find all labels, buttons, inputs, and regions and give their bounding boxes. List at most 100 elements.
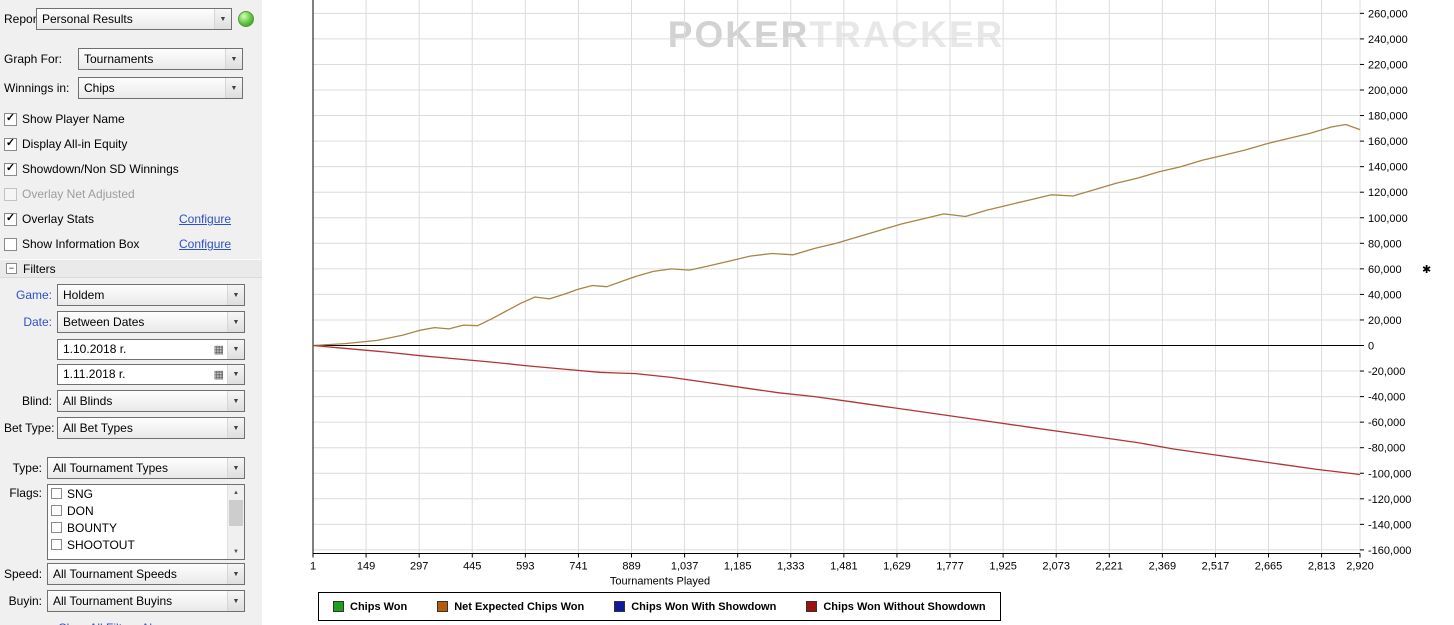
- configure-information-box-link[interactable]: Configure: [179, 237, 232, 251]
- checkbox-overlay-stats[interactable]: Overlay Stats Configure: [4, 210, 256, 228]
- checkbox[interactable]: [4, 162, 17, 176]
- chevron-down-icon[interactable]: ▼: [227, 364, 244, 384]
- speed-value: All Tournament Speeds: [53, 567, 177, 581]
- checkbox[interactable]: [4, 112, 17, 126]
- flag-option-sng[interactable]: SNG: [48, 485, 244, 502]
- collapse-icon[interactable]: −: [6, 263, 17, 274]
- date-from-row: 1.10.2018 r. ▦ ▼: [4, 338, 245, 360]
- svg-text:1,333: 1,333: [777, 561, 805, 573]
- configure-overlay-stats-link[interactable]: Configure: [179, 212, 232, 226]
- buyin-select[interactable]: All Tournament Buyins ▼: [47, 590, 245, 612]
- svg-text:1,629: 1,629: [883, 561, 911, 573]
- svg-text:260,000: 260,000: [1368, 8, 1408, 20]
- blind-select[interactable]: All Blinds ▼: [57, 390, 245, 412]
- svg-text:-20,000: -20,000: [1368, 366, 1405, 378]
- svg-text:20,000: 20,000: [1368, 315, 1402, 327]
- svg-text:-60,000: -60,000: [1368, 417, 1405, 429]
- report-select[interactable]: Personal Results ▼: [36, 8, 232, 30]
- legend-swatch: [614, 601, 626, 612]
- svg-text:0: 0: [1368, 341, 1374, 353]
- calendar-icon[interactable]: ▦: [213, 343, 224, 356]
- flag-option-don[interactable]: DON: [48, 502, 244, 519]
- flags-filter-row: Flags: SNG DON BOUNTY SHOOTOUT: [4, 484, 245, 560]
- flag-option-shootout[interactable]: SHOOTOUT: [48, 536, 244, 553]
- date-select[interactable]: Between Dates ▼: [57, 311, 245, 333]
- clear-all-filters-link[interactable]: Clear All Filters Above: [58, 621, 175, 625]
- game-filter-row: Game: Holdem ▼: [4, 284, 245, 306]
- svg-text:-120,000: -120,000: [1368, 494, 1411, 506]
- type-select[interactable]: All Tournament Types ▼: [47, 457, 245, 479]
- svg-text:445: 445: [463, 561, 481, 573]
- svg-text:-160,000: -160,000: [1368, 545, 1411, 557]
- bet-type-label: Bet Type:: [4, 421, 55, 435]
- chevron-down-icon[interactable]: ▼: [227, 339, 244, 359]
- flag-option-label: SHOOTOUT: [67, 537, 135, 552]
- results-graph-panel: POKERTRACKER 260,000 240,000 220,000 200,000…: [262, 0, 1454, 625]
- flags-scrollbar[interactable]: ▲ ▼: [227, 485, 244, 559]
- buyin-label: Buyin:: [8, 594, 42, 608]
- flag-option-label: SNG: [67, 486, 94, 501]
- filters-header-label: Filters: [23, 261, 56, 276]
- speed-select[interactable]: All Tournament Speeds ▼: [47, 563, 245, 585]
- chevron-down-icon: ▼: [227, 458, 244, 478]
- legend-label: Chips Won Without Showdown: [823, 600, 986, 613]
- checkbox[interactable]: [4, 237, 17, 251]
- svg-text:POKERTRACKER: POKERTRACKER: [668, 14, 1004, 55]
- scrollbar-track[interactable]: [228, 500, 244, 544]
- scroll-up-icon[interactable]: ▲: [228, 485, 244, 500]
- flags-listbox[interactable]: SNG DON BOUNTY SHOOTOUT ▲ ▼: [47, 484, 245, 560]
- svg-text:1,037: 1,037: [671, 561, 699, 573]
- filters-section-header[interactable]: − Filters: [0, 259, 262, 278]
- blind-filter-row: Blind: All Blinds ▼: [4, 390, 245, 412]
- graph-for-select[interactable]: Tournaments ▼: [78, 48, 243, 70]
- svg-text:889: 889: [622, 561, 640, 573]
- bet-type-filter-row: Bet Type: All Bet Types ▼: [4, 417, 245, 439]
- calendar-icon[interactable]: ▦: [213, 368, 224, 381]
- checkbox[interactable]: [4, 212, 17, 226]
- report-status-icon: [238, 11, 254, 27]
- checkbox-label: Overlay Net Adjusted: [22, 187, 135, 201]
- legend-swatch: [806, 601, 818, 612]
- chart-legend: Chips Won Net Expected Chips Won Chips W…: [318, 592, 1001, 621]
- checkbox-show-information-box[interactable]: Show Information Box Configure: [4, 235, 256, 253]
- flag-option-bounty[interactable]: BOUNTY: [48, 519, 244, 536]
- svg-text:120,000: 120,000: [1368, 187, 1408, 199]
- checkbox-showdown-non-sd-winnings[interactable]: Showdown/Non SD Winnings: [4, 160, 256, 178]
- date-from-input[interactable]: 1.10.2018 r. ▦ ▼: [57, 338, 245, 360]
- checkbox[interactable]: [51, 488, 62, 499]
- legend-swatch: [437, 601, 449, 612]
- svg-text:-140,000: -140,000: [1368, 519, 1411, 531]
- checkbox-show-player-name[interactable]: Show Player Name: [4, 110, 256, 128]
- svg-text:741: 741: [569, 561, 587, 573]
- chevron-down-icon: ▼: [227, 285, 244, 305]
- checkbox-label: Show Player Name: [22, 112, 125, 126]
- svg-text:1: 1: [310, 561, 316, 573]
- scrollbar-thumb[interactable]: [229, 500, 243, 526]
- report-row: Report: Personal Results ▼: [4, 8, 254, 30]
- svg-text:1,185: 1,185: [724, 561, 752, 573]
- scroll-down-icon[interactable]: ▼: [228, 544, 244, 559]
- svg-text:2,665: 2,665: [1255, 561, 1283, 573]
- winnings-in-row: Winnings in: Chips ▼: [4, 77, 243, 99]
- bet-type-select[interactable]: All Bet Types ▼: [57, 417, 245, 439]
- chevron-down-icon: ▼: [227, 591, 244, 611]
- checkbox[interactable]: [4, 137, 17, 151]
- winnings-in-select[interactable]: Chips ▼: [78, 77, 243, 99]
- game-select[interactable]: Holdem ▼: [57, 284, 245, 306]
- legend-item-net-expected-chips-won: Net Expected Chips Won: [437, 601, 584, 613]
- checkbox-label: Showdown/Non SD Winnings: [22, 162, 179, 176]
- svg-text:✱: ✱: [1422, 264, 1431, 276]
- checkbox-display-all-in-equity[interactable]: Display All-in Equity: [4, 135, 256, 153]
- flags-label: Flags:: [9, 486, 42, 500]
- svg-text:593: 593: [516, 561, 534, 573]
- svg-text:240,000: 240,000: [1368, 34, 1408, 46]
- checkbox[interactable]: [51, 539, 62, 550]
- graph-for-value: Tournaments: [84, 52, 154, 66]
- svg-text:2,221: 2,221: [1096, 561, 1124, 573]
- svg-text:1,481: 1,481: [830, 561, 858, 573]
- checkbox[interactable]: [51, 505, 62, 516]
- svg-text:200,000: 200,000: [1368, 85, 1408, 97]
- checkbox[interactable]: [51, 522, 62, 533]
- svg-text:60,000: 60,000: [1368, 264, 1402, 276]
- date-to-input[interactable]: 1.11.2018 r. ▦ ▼: [57, 363, 245, 385]
